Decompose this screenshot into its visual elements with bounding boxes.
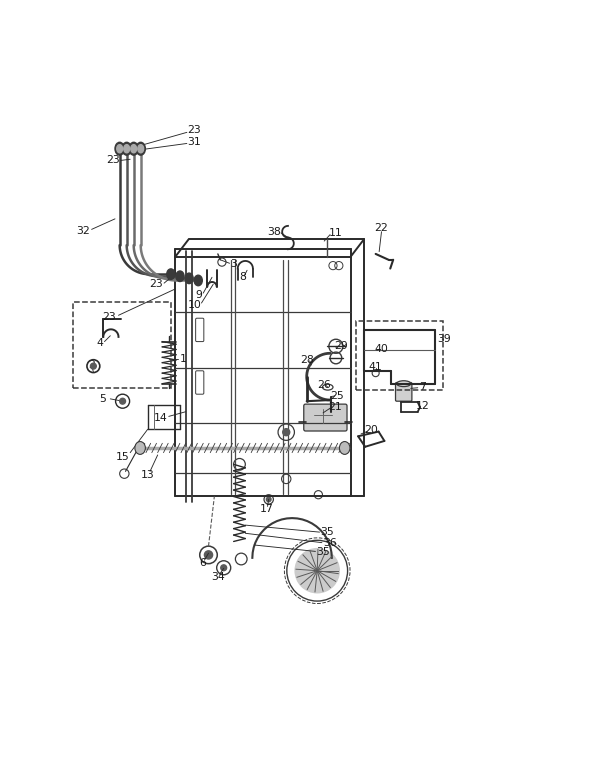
Text: 39: 39 — [437, 334, 451, 343]
Ellipse shape — [115, 142, 124, 155]
Ellipse shape — [117, 145, 123, 153]
Text: 8: 8 — [239, 272, 246, 282]
Ellipse shape — [176, 271, 184, 282]
Text: 6: 6 — [199, 558, 206, 568]
Text: 14: 14 — [154, 412, 168, 422]
Circle shape — [283, 428, 290, 436]
Text: 25: 25 — [330, 391, 344, 401]
Circle shape — [120, 399, 126, 404]
Text: 5: 5 — [99, 394, 106, 404]
Text: 23: 23 — [102, 312, 116, 322]
Ellipse shape — [129, 142, 139, 155]
Text: 41: 41 — [369, 362, 382, 372]
Text: 10: 10 — [188, 301, 201, 311]
Circle shape — [204, 551, 212, 559]
Ellipse shape — [135, 441, 145, 454]
Text: 28: 28 — [300, 355, 313, 366]
FancyBboxPatch shape — [196, 318, 204, 342]
Text: 20: 20 — [364, 425, 378, 435]
Text: 3: 3 — [230, 259, 237, 269]
Ellipse shape — [136, 142, 145, 155]
Ellipse shape — [396, 381, 411, 386]
Circle shape — [266, 497, 271, 502]
FancyBboxPatch shape — [395, 382, 412, 401]
Text: 23: 23 — [149, 279, 163, 289]
Ellipse shape — [167, 269, 175, 279]
Text: 35: 35 — [320, 527, 334, 537]
Circle shape — [221, 565, 227, 571]
Text: 35: 35 — [316, 547, 330, 557]
Text: 26: 26 — [317, 380, 331, 390]
Text: 32: 32 — [77, 226, 90, 236]
Circle shape — [294, 548, 340, 594]
Circle shape — [90, 363, 96, 369]
Text: 9: 9 — [195, 290, 202, 300]
Text: 11: 11 — [329, 229, 343, 239]
FancyBboxPatch shape — [304, 404, 347, 431]
Ellipse shape — [122, 142, 132, 155]
Ellipse shape — [194, 275, 202, 285]
Text: 31: 31 — [188, 137, 201, 147]
Text: 7: 7 — [419, 382, 426, 392]
Circle shape — [328, 410, 334, 416]
Ellipse shape — [138, 145, 143, 153]
Ellipse shape — [185, 273, 193, 284]
Text: 29: 29 — [334, 340, 348, 350]
Ellipse shape — [131, 145, 137, 153]
Text: 40: 40 — [375, 343, 388, 353]
Text: 4: 4 — [96, 338, 103, 348]
Text: 23: 23 — [188, 125, 201, 135]
Text: 2: 2 — [88, 360, 95, 370]
Text: 15: 15 — [116, 451, 129, 462]
Text: 22: 22 — [375, 223, 388, 233]
Text: 36: 36 — [323, 538, 337, 548]
Text: 12: 12 — [415, 401, 430, 411]
Text: 34: 34 — [211, 572, 225, 582]
Text: 23: 23 — [106, 155, 120, 165]
Ellipse shape — [323, 384, 333, 390]
Ellipse shape — [339, 441, 350, 454]
Text: 13: 13 — [141, 470, 155, 480]
Text: 21: 21 — [328, 402, 342, 412]
Ellipse shape — [124, 145, 130, 153]
FancyBboxPatch shape — [196, 371, 204, 394]
Text: 38: 38 — [267, 226, 281, 236]
Text: 17: 17 — [260, 504, 274, 514]
Text: 1: 1 — [179, 354, 186, 364]
